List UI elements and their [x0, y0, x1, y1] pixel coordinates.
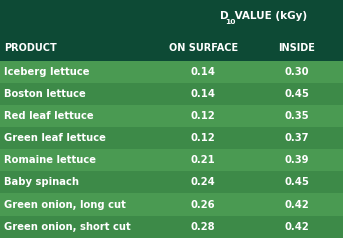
- Text: 0.28: 0.28: [191, 222, 215, 232]
- Text: 0.26: 0.26: [191, 199, 215, 210]
- Bar: [0, 127, 343, 149]
- Text: Red leaf lettuce: Red leaf lettuce: [4, 111, 94, 121]
- Text: 0.42: 0.42: [284, 222, 309, 232]
- Text: 0.45: 0.45: [284, 89, 309, 99]
- Bar: [0, 105, 343, 127]
- Bar: [0, 61, 343, 83]
- Text: INSIDE: INSIDE: [278, 43, 315, 53]
- Text: 0.37: 0.37: [284, 133, 309, 143]
- Text: 0.35: 0.35: [284, 111, 309, 121]
- Text: 0.45: 0.45: [284, 177, 309, 188]
- Bar: [0, 0, 343, 35]
- Text: 0.24: 0.24: [191, 177, 216, 188]
- Text: 0.12: 0.12: [191, 133, 216, 143]
- Text: Boston lettuce: Boston lettuce: [4, 89, 86, 99]
- Text: 0.14: 0.14: [191, 89, 216, 99]
- Text: Baby spinach: Baby spinach: [4, 177, 79, 188]
- Text: VALUE (kGy): VALUE (kGy): [230, 11, 307, 21]
- Bar: [0, 193, 343, 216]
- Text: Green onion, long cut: Green onion, long cut: [4, 199, 126, 210]
- Text: 0.42: 0.42: [284, 199, 309, 210]
- Bar: [0, 171, 343, 193]
- Bar: [0, 216, 343, 238]
- Text: 0.21: 0.21: [191, 155, 216, 165]
- Text: 0.12: 0.12: [191, 111, 216, 121]
- Text: D: D: [221, 11, 229, 21]
- Bar: [0, 149, 343, 171]
- Text: ON SURFACE: ON SURFACE: [169, 43, 238, 53]
- Text: 0.30: 0.30: [284, 67, 309, 77]
- Text: Romaine lettuce: Romaine lettuce: [4, 155, 96, 165]
- Text: 10: 10: [225, 19, 235, 25]
- Text: Iceberg lettuce: Iceberg lettuce: [4, 67, 90, 77]
- Bar: [0, 83, 343, 105]
- Text: PRODUCT: PRODUCT: [4, 43, 57, 53]
- Text: Green onion, short cut: Green onion, short cut: [4, 222, 131, 232]
- Text: Green leaf lettuce: Green leaf lettuce: [4, 133, 106, 143]
- Text: 0.14: 0.14: [191, 67, 216, 77]
- Text: 0.39: 0.39: [284, 155, 309, 165]
- Bar: [0, 35, 343, 61]
